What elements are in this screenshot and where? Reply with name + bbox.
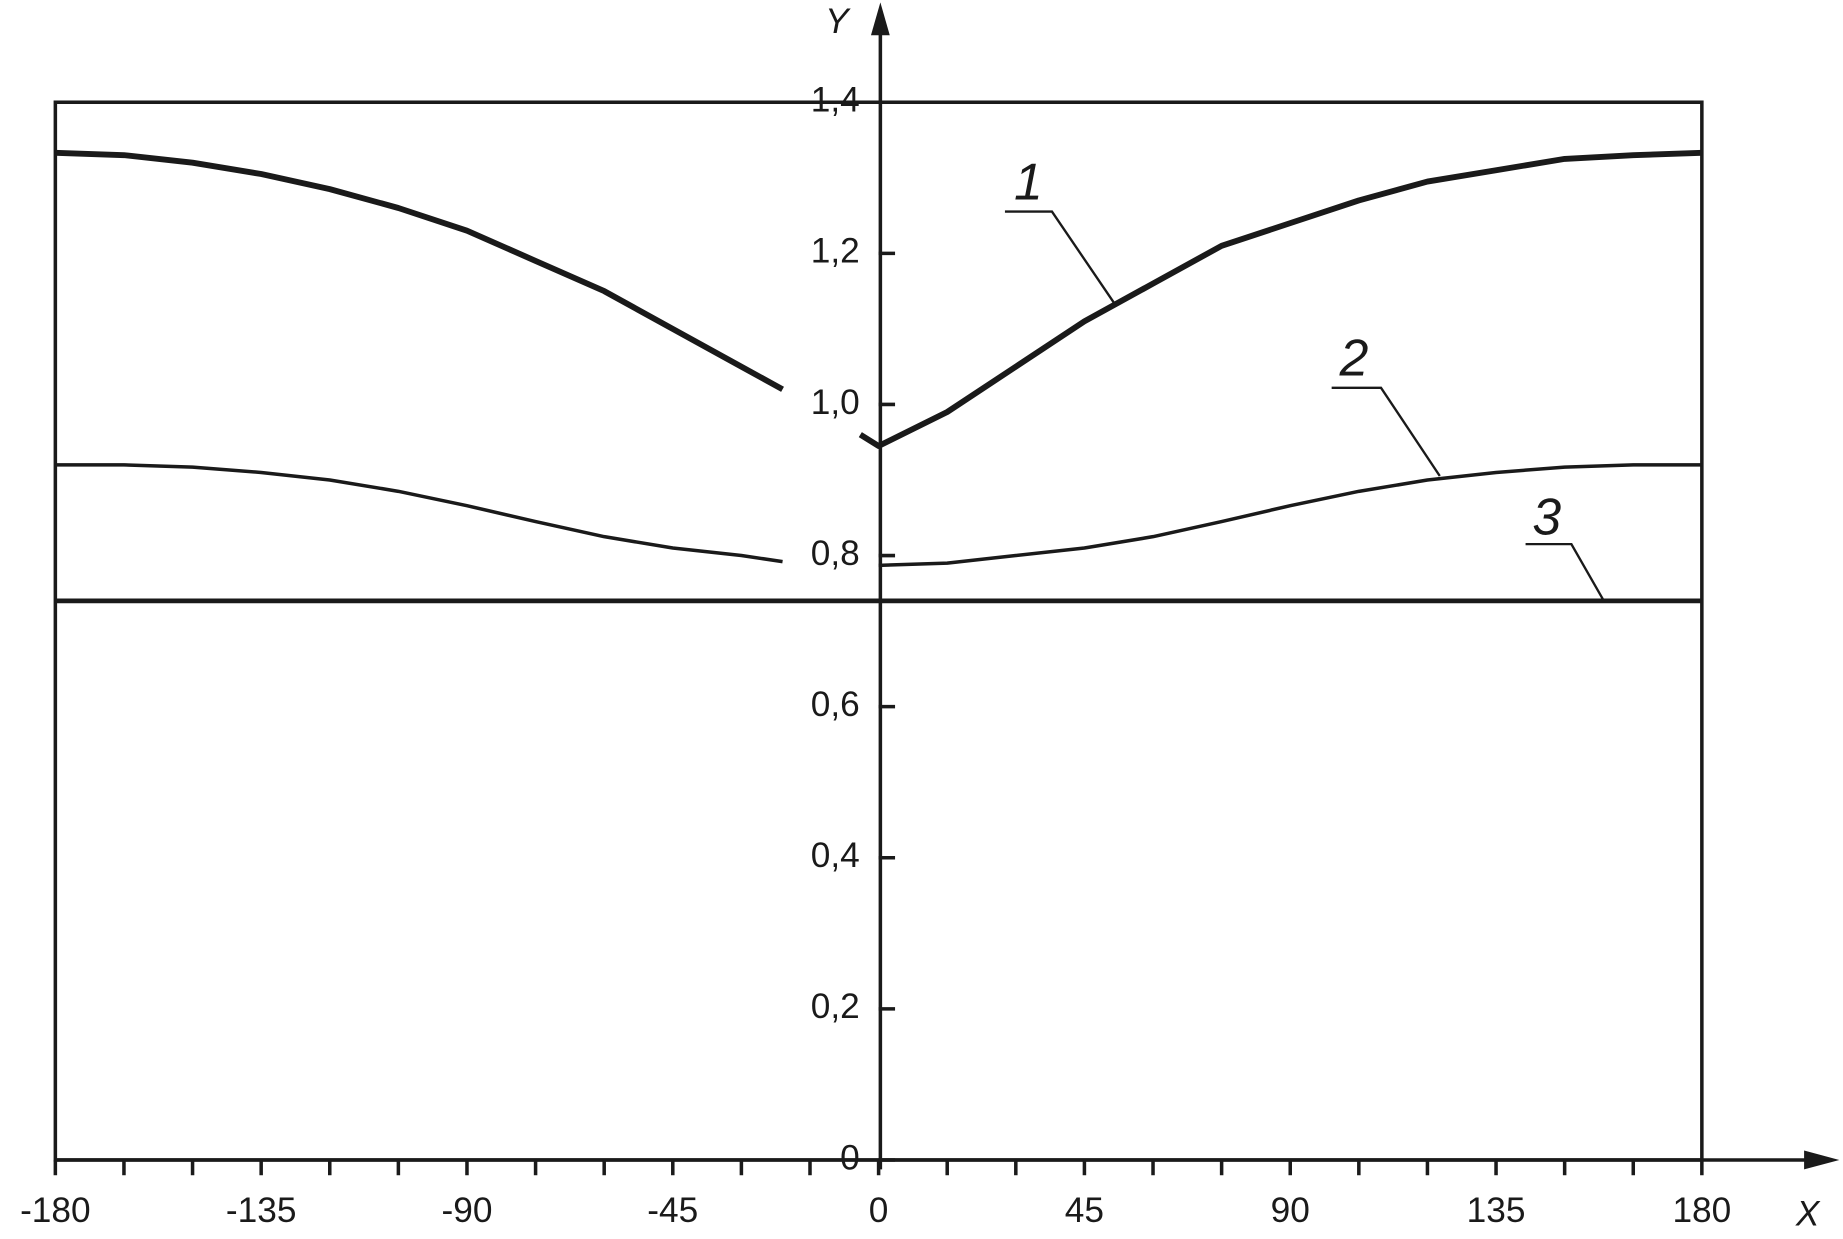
series-line [55,463,1702,568]
x-tick-label: -180 [20,1191,91,1230]
leader-line [1525,542,1606,603]
y-tick-label: 0 [840,1138,860,1177]
y-tick-label: 0,6 [811,685,860,724]
y-arrow [870,2,890,36]
series-label: 3 [1532,487,1561,545]
x-tick-label: 135 [1467,1191,1526,1230]
x-axis-label: X [1795,1195,1821,1234]
y-axis-label: Y [825,2,851,41]
y-tick-label: 0,2 [811,987,860,1026]
y-tick-label: 0,8 [811,534,860,573]
y-tick-label: 1,0 [811,383,860,422]
x-tick-label: 0 [869,1191,889,1230]
y-tick-label: 1,4 [811,81,860,120]
series-label: 1 [1014,152,1043,210]
x-arrow [1804,1150,1840,1170]
x-tick-label: -90 [442,1191,493,1230]
leader-line [1331,386,1441,477]
x-tick-label: -45 [647,1191,698,1230]
x-tick-label: 180 [1672,1191,1731,1230]
x-tick-label: -135 [226,1191,297,1230]
y-tick-label: 1,2 [811,232,860,271]
series-label: 2 [1339,329,1369,387]
x-tick-label: 90 [1271,1191,1310,1230]
leader-line [1004,210,1116,304]
x-tick-label: 45 [1065,1191,1104,1230]
y-tick-label: 0,4 [811,836,860,875]
series-line [55,149,1702,449]
